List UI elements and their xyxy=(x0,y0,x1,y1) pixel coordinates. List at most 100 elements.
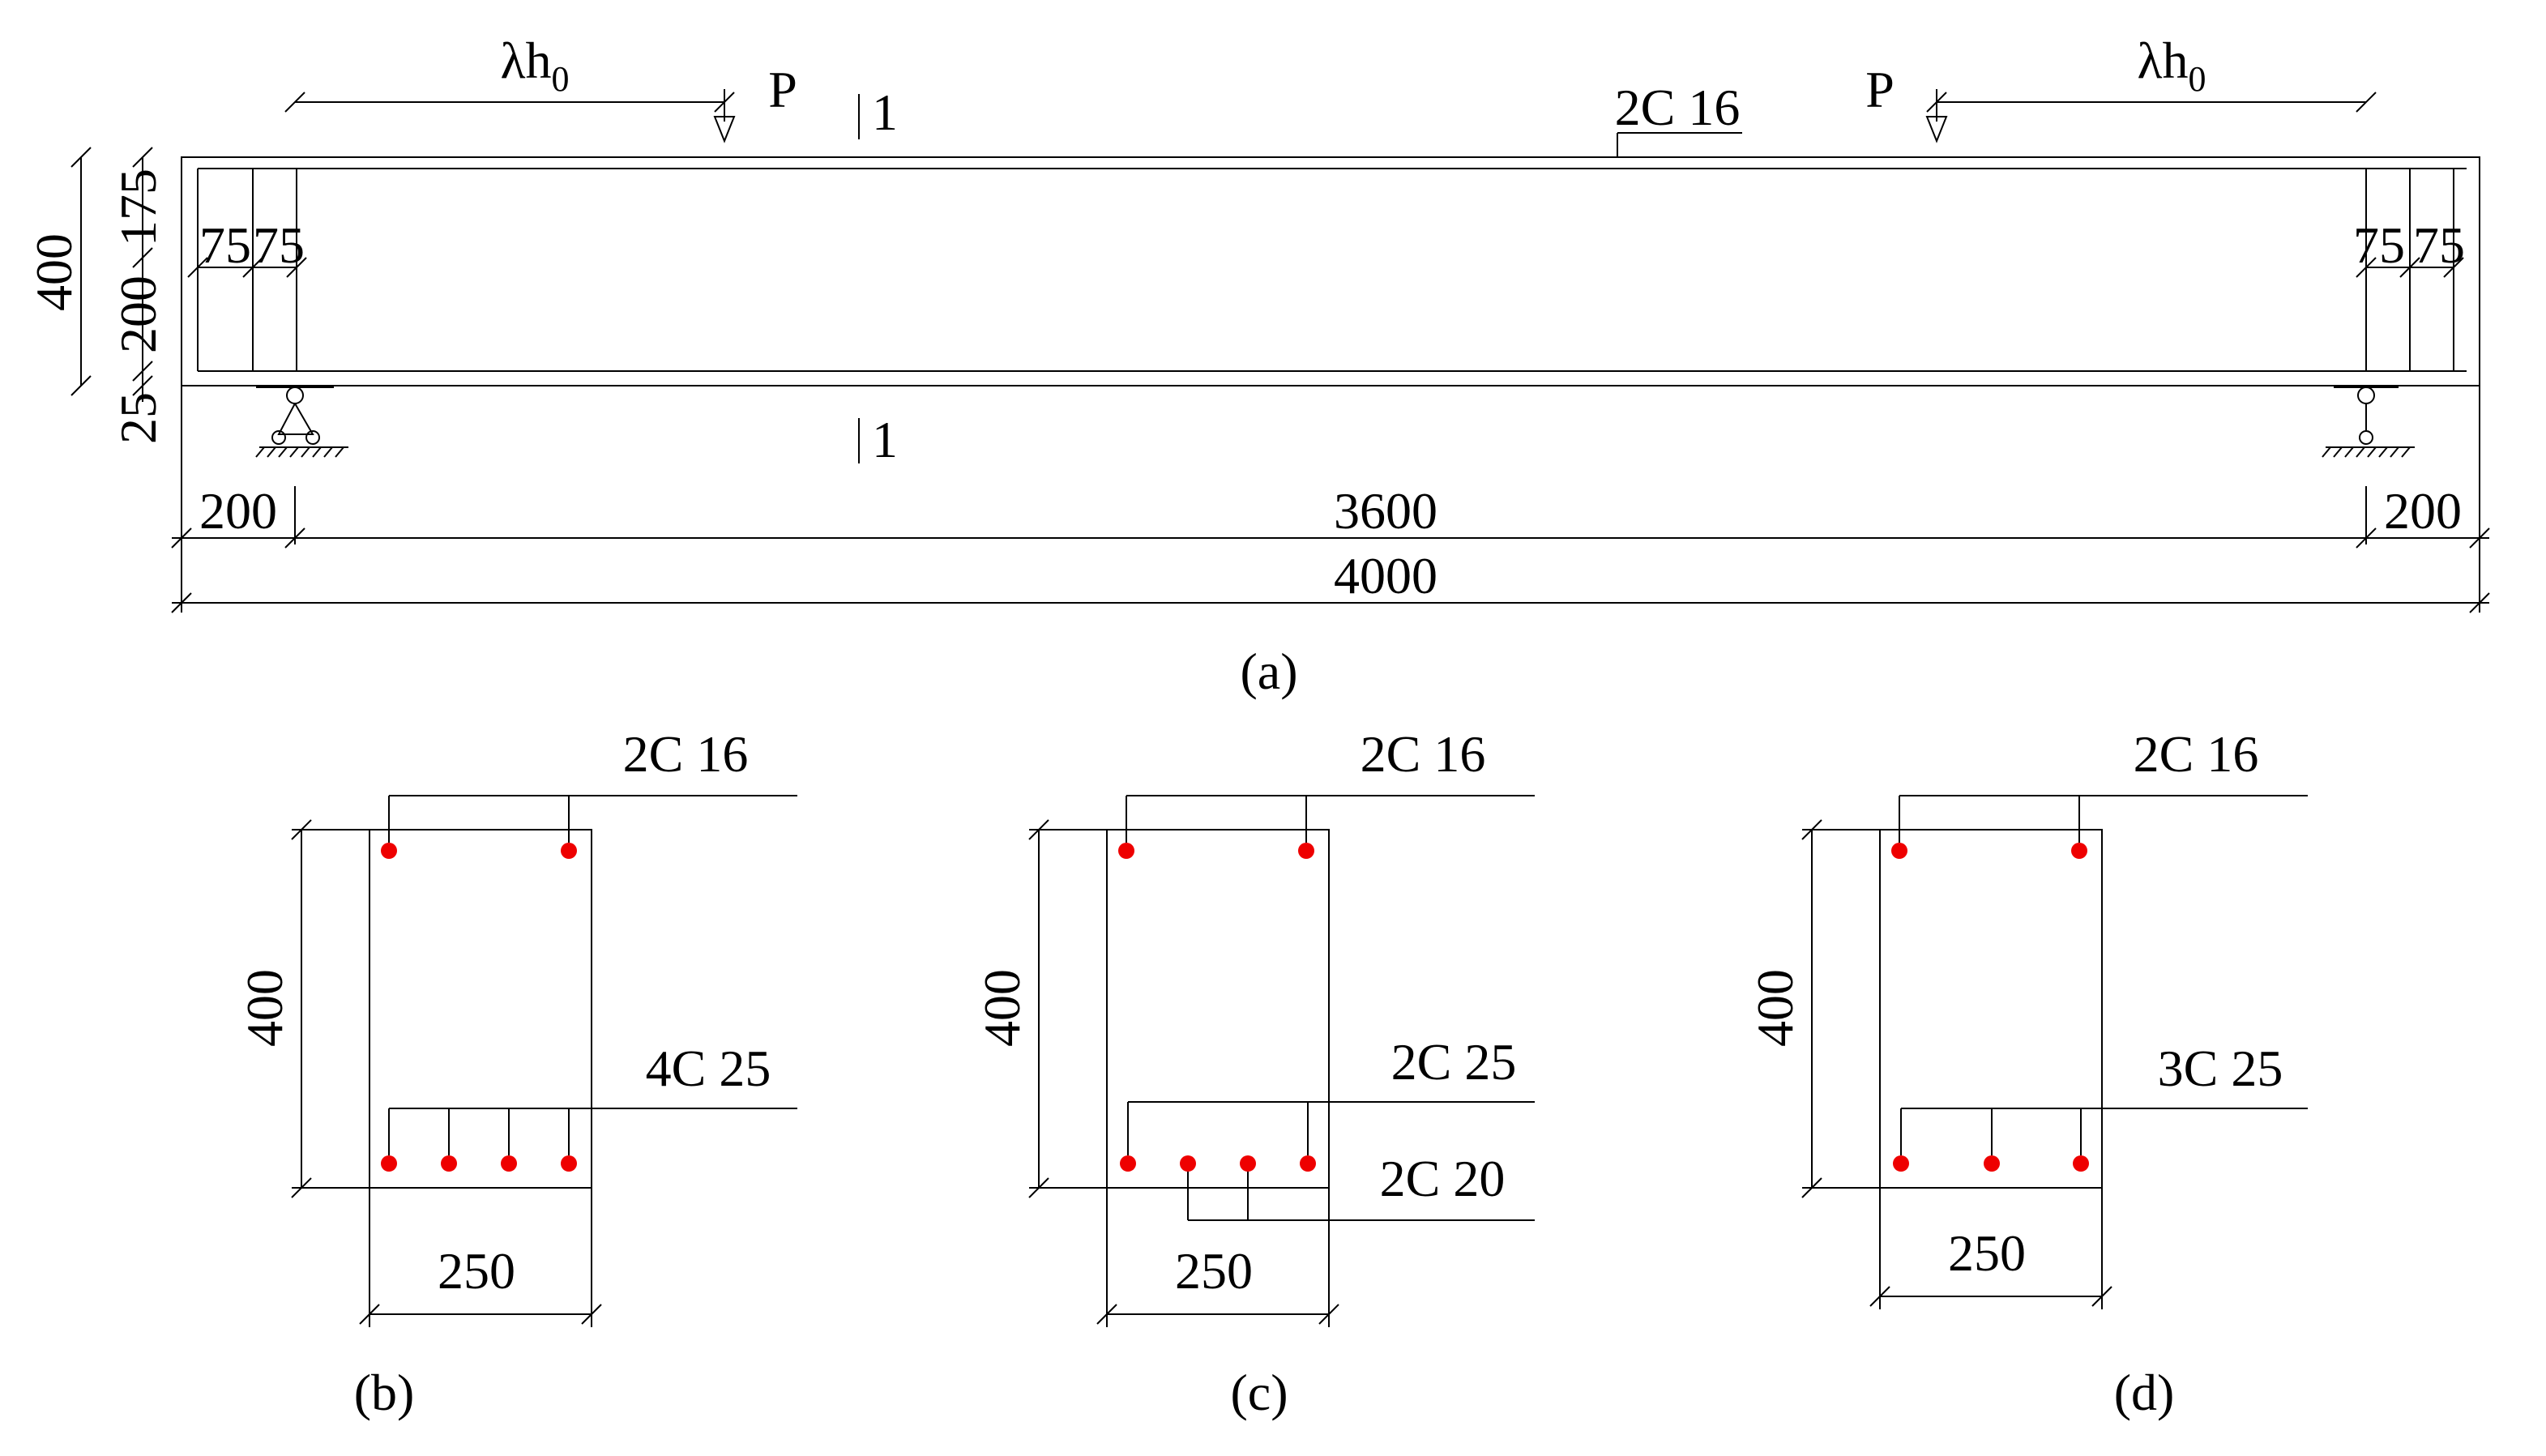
label: 4C 25 xyxy=(646,1040,771,1097)
label: 400 xyxy=(25,233,83,311)
beam-outline xyxy=(181,156,2480,386)
rebar xyxy=(1120,1155,1136,1172)
hatch xyxy=(2390,446,2399,458)
rebar xyxy=(441,1155,457,1172)
label: 3C 25 xyxy=(2158,1040,2283,1097)
label: P xyxy=(1865,61,1895,118)
hatch xyxy=(289,446,299,458)
hatch xyxy=(301,446,310,458)
arrow xyxy=(1925,116,1948,143)
label: 400 xyxy=(236,969,293,1047)
hatch xyxy=(2378,446,2388,458)
lambda-h0: λh0 xyxy=(500,32,569,99)
label: 75 xyxy=(2413,216,2465,274)
roller xyxy=(305,430,320,445)
rebar xyxy=(501,1155,517,1172)
label: 200 xyxy=(199,482,277,540)
support-pin xyxy=(286,386,304,404)
label: 1 xyxy=(872,83,898,141)
label: 75 xyxy=(2353,216,2405,274)
caption: (c) xyxy=(1230,1364,1288,1421)
caption: (b) xyxy=(354,1364,415,1421)
label: 1 xyxy=(872,411,898,468)
rebar xyxy=(1984,1155,2000,1172)
label: 4000 xyxy=(1334,547,1437,604)
label: 250 xyxy=(1948,1224,2026,1282)
hatch xyxy=(2344,446,2354,458)
hatch xyxy=(2367,446,2377,458)
label: 3600 xyxy=(1334,482,1437,540)
label: 25 xyxy=(109,392,167,444)
section-outline xyxy=(1879,829,2103,1189)
hatch xyxy=(2322,446,2331,458)
rebar xyxy=(381,1155,397,1172)
label: 250 xyxy=(1175,1242,1253,1300)
dim-tick xyxy=(284,92,305,113)
dim-tick xyxy=(132,147,153,168)
rebar xyxy=(2073,1155,2089,1172)
dim-tick xyxy=(286,257,307,278)
hatch xyxy=(2333,446,2343,458)
label: 175 xyxy=(109,169,167,246)
dim-tick xyxy=(187,257,208,278)
caption: (d) xyxy=(2114,1364,2175,1421)
label: 400 xyxy=(1746,969,1804,1047)
rebar xyxy=(1180,1155,1196,1172)
label: 2C 16 xyxy=(1361,725,1486,783)
lambda-h0: λh0 xyxy=(2137,32,2206,99)
label: 2C 16 xyxy=(1615,79,1741,136)
label: 2C 16 xyxy=(2134,725,2259,783)
rebar xyxy=(1298,843,1314,859)
arrow xyxy=(713,116,736,143)
support-pin xyxy=(2357,386,2375,404)
hatch xyxy=(323,446,333,458)
hatch xyxy=(267,446,276,458)
hatch xyxy=(255,446,265,458)
dim-tick xyxy=(132,247,153,268)
roller xyxy=(2359,430,2373,445)
label: 400 xyxy=(973,969,1031,1047)
section-outline xyxy=(369,829,592,1189)
dim-tick xyxy=(132,375,153,396)
hatch xyxy=(312,446,322,458)
hatch xyxy=(278,446,288,458)
dim-tick xyxy=(242,257,263,278)
dim-tick xyxy=(2443,257,2464,278)
dim-tick xyxy=(70,147,92,168)
rebar xyxy=(1891,843,1907,859)
label: 2C 16 xyxy=(623,725,749,783)
label: 250 xyxy=(438,1242,515,1300)
dim-tick xyxy=(2356,92,2377,113)
dim-tick xyxy=(2356,257,2377,278)
label: 200 xyxy=(109,275,167,353)
rebar xyxy=(381,843,397,859)
dim-tick xyxy=(2469,592,2490,613)
support xyxy=(277,403,314,435)
label: 75 xyxy=(253,216,305,274)
caption: (a) xyxy=(1240,643,1297,700)
subscript: 0 xyxy=(552,59,570,99)
subscript: 0 xyxy=(2189,59,2206,99)
dim-tick xyxy=(70,375,92,396)
rebar xyxy=(561,843,577,859)
hatch xyxy=(335,446,344,458)
dim-tick xyxy=(171,592,192,613)
label: 200 xyxy=(2384,482,2462,540)
dim-tick xyxy=(132,361,153,382)
rebar xyxy=(1300,1155,1316,1172)
hatch xyxy=(2401,446,2411,458)
label: P xyxy=(768,61,797,118)
rebar xyxy=(1118,843,1134,859)
rebar xyxy=(1893,1155,1909,1172)
rebar xyxy=(561,1155,577,1172)
dim-tick xyxy=(2399,257,2420,278)
label: 2C 20 xyxy=(1380,1150,1506,1207)
hatch xyxy=(2356,446,2365,458)
rebar xyxy=(2071,843,2087,859)
label: 75 xyxy=(199,216,251,274)
rebar xyxy=(1240,1155,1256,1172)
section-outline xyxy=(1106,829,1330,1189)
roller xyxy=(271,430,286,445)
